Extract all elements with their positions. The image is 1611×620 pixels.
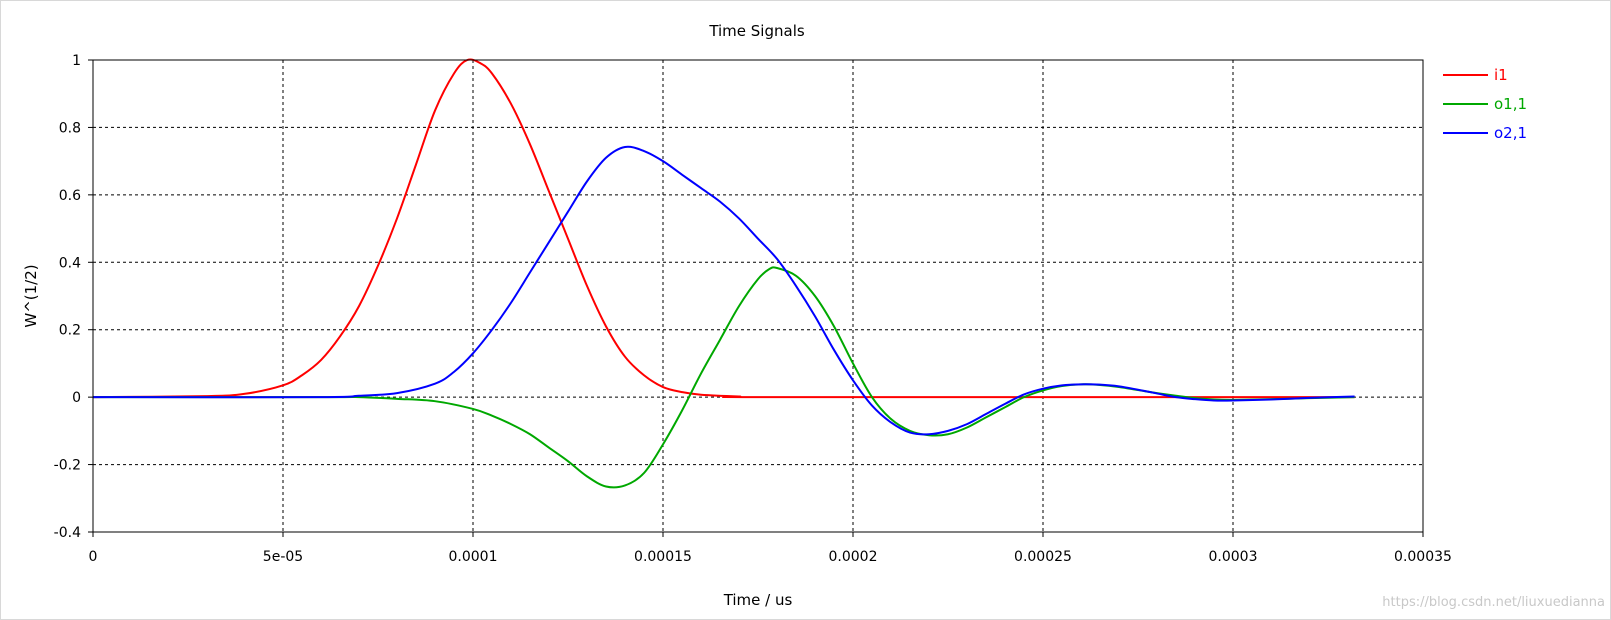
y-tick-label: -0.2 <box>54 458 81 474</box>
plot-area-border <box>92 59 1424 533</box>
x-axis-label: Time / us <box>723 591 793 609</box>
y-axis-label: W^(1/2) <box>22 264 40 327</box>
y-tick-label: 0.6 <box>59 188 81 204</box>
x-tick-label: 0.00025 <box>1014 549 1072 565</box>
x-tick-label: 0 <box>89 549 98 565</box>
x-tick-label: 5e-05 <box>263 549 303 565</box>
y-tick-label: 1 <box>72 53 81 69</box>
y-tick-label: 0 <box>72 390 81 406</box>
y-tick-label: 0.2 <box>59 323 81 339</box>
y-tick-label: 0.8 <box>59 120 81 136</box>
x-tick-label: 0.00035 <box>1394 549 1452 565</box>
legend: i1 o1,1 o2,1 <box>1443 66 1527 142</box>
x-axis-ticks: 0 5e-05 0.0001 0.00015 0.0002 0.00025 0.0003 0.… <box>89 532 1452 565</box>
series-lines <box>92 58 1355 489</box>
x-tick-label: 0.00015 <box>634 549 692 565</box>
chart-title: Time Signals <box>708 22 805 40</box>
legend-label-o1-1: o1,1 <box>1494 95 1527 113</box>
legend-label-i1: i1 <box>1494 66 1508 84</box>
y-tick-label: 0.4 <box>59 255 81 271</box>
x-tick-label: 0.0002 <box>829 549 878 565</box>
legend-label-o2-1: o2,1 <box>1494 124 1527 142</box>
x-tick-label: 0.0001 <box>449 549 498 565</box>
x-tick-label: 0.0003 <box>1209 549 1258 565</box>
series-line-i1 <box>92 58 1355 399</box>
y-tick-label: -0.4 <box>54 525 81 541</box>
y-axis-ticks: -0.4 -0.2 0 0.2 0.4 0.6 0.8 1 <box>54 53 93 541</box>
series-line-o2-1 <box>92 145 1355 436</box>
grid <box>93 60 1423 532</box>
watermark-text: https://blog.csdn.net/liuxuedianna <box>1382 595 1605 610</box>
